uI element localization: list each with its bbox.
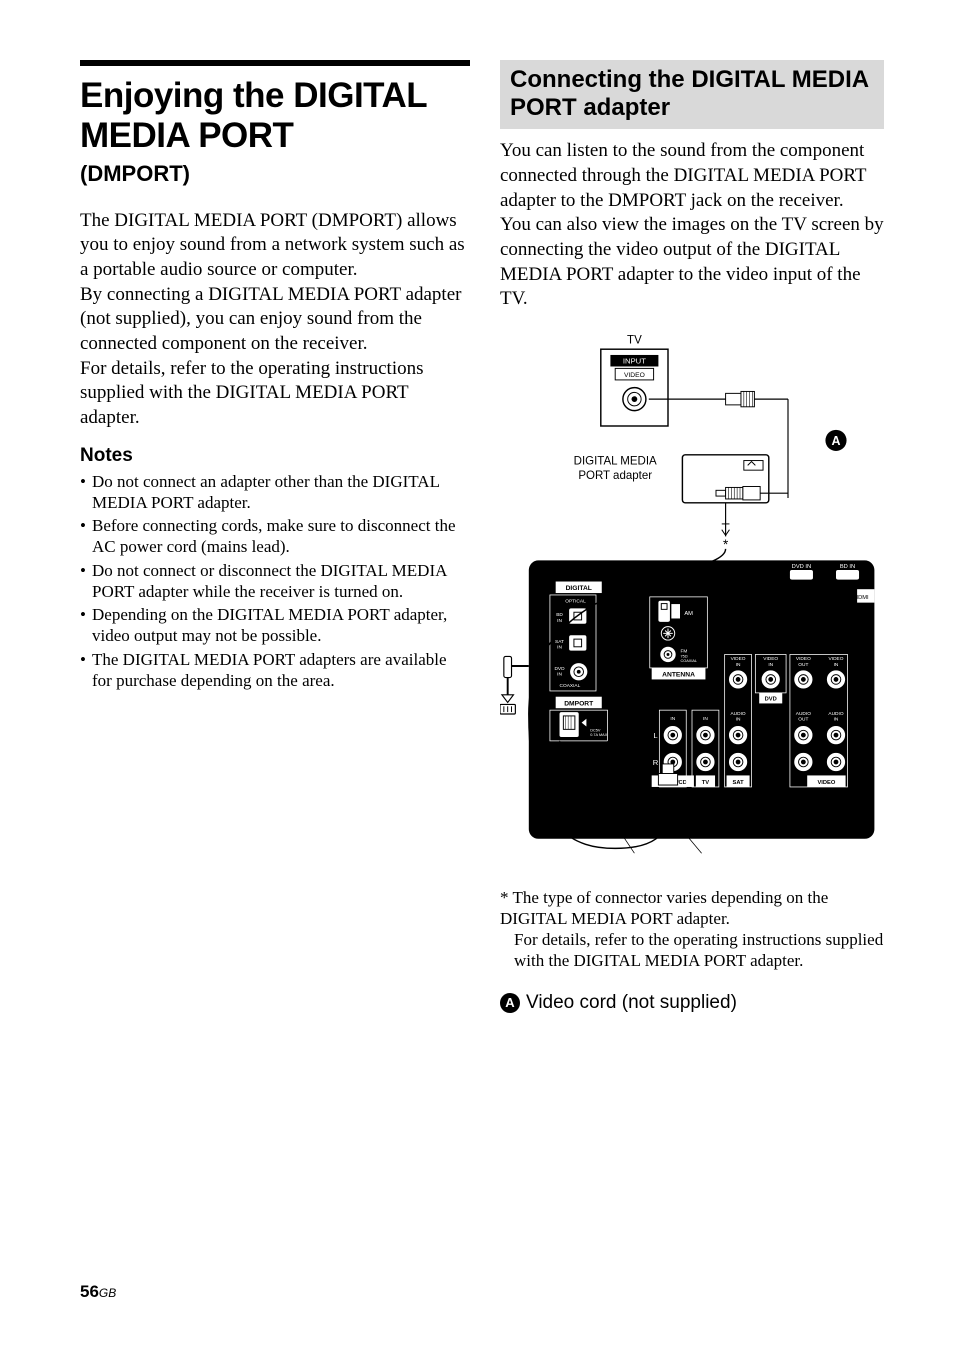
right-para-1: You can listen to the sound from the com… [500,139,884,213]
notes-heading: Notes [80,445,470,467]
notes-list: Do not connect an adapter other than the… [80,471,470,692]
svg-text:COAXIAL: COAXIAL [680,659,697,663]
svg-text:L: L [653,731,657,740]
subtitle: (DMPORT) [80,161,470,187]
svg-text:IN: IN [670,716,675,722]
svg-text:INPUT: INPUT [623,357,646,366]
intro-para-3: For details, refer to the operating inst… [80,357,470,431]
intro-para-1: The DIGITAL MEDIA PORT (DMPORT) allows y… [80,209,470,283]
svg-text:0.7A MAX: 0.7A MAX [590,733,607,737]
intro-para-2: By connecting a DIGITAL MEDIA PORT adapt… [80,283,470,357]
svg-text:AM: AM [684,611,693,617]
svg-text:TV: TV [627,334,642,346]
right-para-2: You can also view the images on the TV s… [500,213,884,312]
svg-text:SAT: SAT [555,639,564,645]
svg-text:OUT: OUT [798,662,808,668]
legend-marker-icon: A [500,993,520,1013]
connection-diagram: TV INPUT VIDEO A [500,330,884,868]
footnote-lead: * The type of connector varies depending… [500,888,828,928]
svg-text:DC5V: DC5V [590,728,601,732]
note-item: Do not connect or disconnect the DIGITAL… [80,560,470,603]
svg-text:DVD: DVD [554,666,565,672]
legend-text: Video cord (not supplied) [526,992,737,1014]
svg-text:IN: IN [557,672,562,678]
svg-text:DIGITAL MEDIA: DIGITAL MEDIA [574,455,657,467]
svg-text:DVD IN: DVD IN [792,564,812,570]
svg-text:IN: IN [703,716,708,722]
svg-text:VIDEO: VIDEO [624,372,645,379]
svg-text:COAXIAL: COAXIAL [560,683,581,689]
main-title: Enjoying the DIGITAL MEDIA PORT [80,76,470,157]
svg-text:IN: IN [834,662,839,668]
svg-text:75Ω: 75Ω [680,654,687,658]
svg-text:IN: IN [736,717,741,723]
note-item: The DIGITAL MEDIA PORT adapters are avai… [80,649,470,692]
svg-text:IN: IN [834,717,839,723]
svg-text:A: A [831,434,840,448]
svg-text:IN: IN [557,645,562,651]
svg-text:PORT adapter: PORT adapter [578,470,652,482]
section-band: Connecting the DIGITAL MEDIA PORT adapte… [500,60,884,129]
section-title: Connecting the DIGITAL MEDIA PORT adapte… [510,66,874,121]
svg-text:DIGITAL: DIGITAL [566,585,592,592]
svg-text:VIDEO: VIDEO [763,656,778,662]
svg-text:AUDIO: AUDIO [796,711,811,717]
svg-text:OPTICAL: OPTICAL [565,599,586,605]
svg-text:IN: IN [736,662,741,668]
svg-text:ANTENNA: ANTENNA [662,672,695,679]
svg-text:IN: IN [768,662,773,668]
svg-text:BD IN: BD IN [840,564,855,570]
note-item: Before connecting cords, make sure to di… [80,515,470,558]
svg-text:AUDIO: AUDIO [828,711,843,717]
svg-text:VIDEO: VIDEO [796,656,811,662]
svg-text:BD: BD [556,612,563,618]
svg-text:VIDEO: VIDEO [817,780,835,786]
footnote: * The type of connector varies depending… [500,887,884,972]
legend: A Video cord (not supplied) [500,992,884,1014]
svg-text:AUDIO: AUDIO [731,711,746,717]
svg-text:HDMI: HDMI [854,595,869,601]
svg-text:DMPORT: DMPORT [564,700,594,707]
svg-text:R: R [653,758,659,767]
footnote-sub: For details, refer to the operating inst… [500,929,884,972]
svg-text:VIDEO: VIDEO [829,656,844,662]
page-number: 56GB [80,1282,116,1302]
svg-text:IN: IN [557,618,562,624]
svg-text:TV: TV [702,780,710,786]
note-item: Depending on the DIGITAL MEDIA PORT adap… [80,604,470,647]
note-item: Do not connect an adapter other than the… [80,471,470,514]
svg-text:VIDEO: VIDEO [731,656,746,662]
svg-text:OUT: OUT [798,717,808,723]
svg-text:DVD: DVD [765,697,777,703]
svg-text:SAT: SAT [733,780,745,786]
